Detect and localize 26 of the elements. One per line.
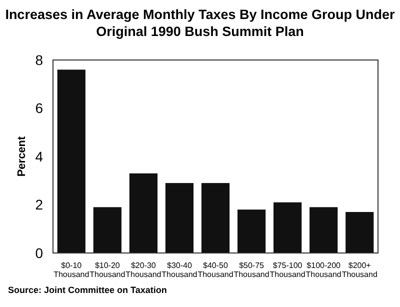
x-tick-label: $10-20 Thousand (90, 261, 126, 279)
y-tick-label: 2 (35, 196, 44, 213)
bar (274, 202, 302, 253)
y-axis-title: Percent (16, 136, 28, 177)
x-tick-label: $100-200 Thousand (306, 261, 342, 279)
bar (201, 183, 230, 253)
y-tick-label: 8 (35, 52, 44, 68)
x-tick-label: $200+ Thousand (342, 261, 378, 279)
x-tick-label: $40-50 Thousand (198, 261, 234, 279)
y-tick-label: 0 (35, 244, 44, 261)
bar (346, 212, 374, 253)
bar (310, 207, 338, 253)
x-tick-label: $0-10 Thousand (54, 261, 90, 279)
source-note: Source: Joint Committee on Taxation (8, 285, 167, 295)
x-tick-label: $30-40 Thousand (162, 261, 198, 279)
bar (57, 70, 86, 253)
x-tick-label: $20-30 Thousand (126, 261, 162, 279)
y-tick-label: 6 (35, 100, 44, 116)
bar (165, 183, 194, 253)
y-tick-label: 4 (35, 148, 44, 164)
x-tick-label: $75-100 Thousand (270, 261, 306, 279)
bar (237, 210, 266, 253)
x-tick-label: $50-75 Thousand (234, 261, 270, 279)
bar (93, 207, 122, 253)
chart-title: Increases in Average Monthly Taxes By Income Group Under Original 1990 Bush Summit Plan (5, 7, 396, 39)
bar (129, 173, 158, 253)
